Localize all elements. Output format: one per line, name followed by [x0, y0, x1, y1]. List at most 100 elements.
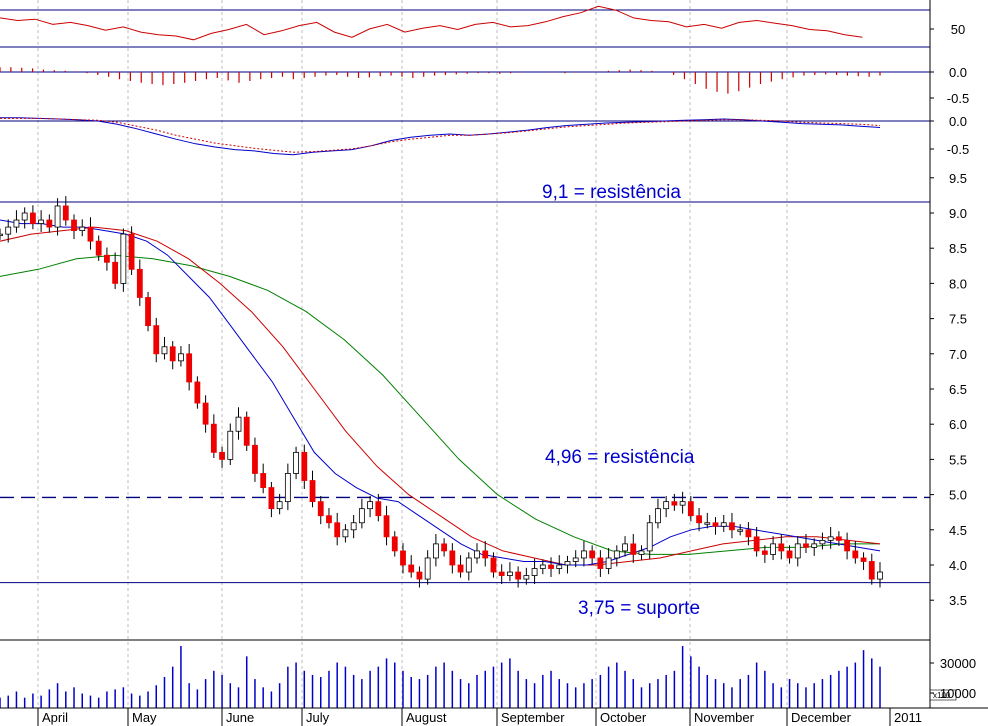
candle-body [79, 226, 86, 232]
candle-body [112, 261, 119, 284]
candle-body [284, 473, 291, 503]
price-tick-label: 6.5 [949, 382, 967, 397]
annotation-resistance-9-1: 9,1 = resistência [542, 182, 681, 203]
candle-body [630, 543, 637, 555]
candle-body [778, 543, 785, 552]
candle-body [334, 522, 341, 538]
rsi-line [0, 5, 863, 41]
volume-bars [0, 646, 881, 708]
candle-body [416, 571, 423, 580]
candle-body [490, 557, 497, 573]
candle-body [276, 501, 283, 510]
month-label: June [226, 710, 254, 725]
candle-body [136, 268, 143, 298]
volume-tick-label: 30000 [940, 656, 976, 671]
candle-body [104, 254, 110, 263]
candle-body [227, 430, 234, 460]
candle-body [638, 550, 645, 555]
candle-body [745, 529, 752, 538]
candle-body [128, 233, 135, 270]
candle-body [62, 205, 69, 221]
candle-body [120, 233, 127, 284]
price-tick-label: 4.5 [949, 523, 967, 538]
month-label: September [501, 710, 565, 725]
x-axis-month-labels: April May June July August September October No… [37, 708, 922, 726]
month-label: May [132, 710, 157, 725]
candle-body [803, 543, 809, 548]
candle-body [539, 564, 546, 569]
candle-body [622, 543, 628, 552]
candle-body [581, 550, 587, 559]
month-label: December [791, 710, 852, 725]
candle-body [441, 543, 448, 552]
candle-body [597, 557, 604, 569]
candle-body [548, 564, 554, 569]
candle-body [556, 564, 563, 569]
candle-body [860, 557, 867, 562]
candle-body [671, 501, 678, 506]
candle-body [589, 550, 596, 559]
price-tick-label: 3.5 [949, 593, 967, 608]
candle-body [95, 240, 102, 256]
candle-body [38, 219, 45, 224]
price-tick-label: 9.0 [949, 206, 967, 221]
candle-body [243, 416, 250, 446]
candle-body [375, 501, 382, 517]
macd-signal-line [0, 117, 881, 153]
candle-body [194, 381, 201, 404]
candle-body [408, 564, 415, 573]
candle-body [145, 297, 151, 327]
candle-body [358, 508, 365, 524]
histogram-bars [0, 67, 881, 94]
candle-body [507, 571, 513, 576]
candle-body [811, 543, 818, 548]
candle-body [54, 205, 61, 228]
candle-body [153, 325, 160, 355]
candle-body [786, 550, 793, 559]
moving-average-slow-green [0, 254, 880, 555]
rsi-tick-label: 50 [951, 22, 965, 37]
candle-body [646, 522, 653, 552]
candle-body [770, 543, 776, 555]
candle-body [704, 522, 711, 525]
candle-body [202, 402, 209, 425]
candle-body [794, 543, 801, 559]
candle-body [457, 564, 464, 573]
price-tick-label: 7.0 [949, 347, 967, 362]
candle-body [605, 557, 612, 569]
histogram-tick-label: -0.5 [947, 91, 969, 106]
histogram-panel [0, 67, 930, 94]
candle-body [663, 501, 670, 510]
candle-body [400, 550, 406, 566]
candle-body [515, 571, 522, 580]
candle-body [235, 416, 242, 432]
macd-panel [0, 117, 930, 156]
month-label: August [406, 710, 447, 725]
rsi-panel [0, 5, 930, 48]
candle-body [367, 501, 373, 510]
candle-body [309, 480, 316, 503]
candle-body [219, 451, 225, 460]
candle-body [342, 529, 349, 538]
candle-body [186, 353, 193, 383]
candle-body [449, 550, 456, 566]
candle-body [46, 219, 53, 228]
volume-tick-label: 10000 [940, 686, 976, 701]
price-tick-label: 5.5 [949, 452, 967, 467]
candle-body [383, 515, 390, 538]
candle-body [687, 501, 694, 517]
year-label: 2011 [894, 710, 922, 725]
candle-body [827, 536, 834, 541]
candle-body [465, 557, 472, 573]
price-tick-label: 5.0 [949, 488, 967, 503]
candle-body [21, 212, 28, 221]
volume-panel: x100 [0, 646, 957, 708]
vertical-gridlines [37, 0, 788, 708]
month-label: July [306, 710, 330, 725]
candle-body [268, 487, 275, 510]
candle-body [835, 536, 842, 541]
candle-body [761, 550, 768, 555]
candle-body [523, 575, 530, 580]
annotation-resistance-4-96: 4,96 = resistência [545, 447, 695, 468]
